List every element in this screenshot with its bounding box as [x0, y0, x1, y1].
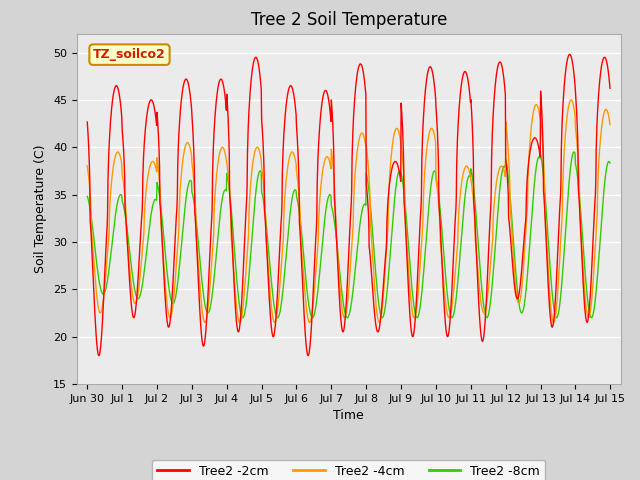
Text: TZ_soilco2: TZ_soilco2	[93, 48, 166, 61]
Tree2 -8cm	[258, 191, 266, 196]
Line: Tree2 -4cm: Tree2 -4cm	[87, 100, 610, 323]
Tree2 -4cm	[606, 121, 614, 127]
Y-axis label: Soil Temperature (C): Soil Temperature (C)	[35, 144, 47, 273]
Title: Tree 2 Soil Temperature: Tree 2 Soil Temperature	[251, 11, 447, 29]
Tree2 -2cm	[95, 353, 103, 359]
Tree2 -8cm	[344, 315, 351, 321]
Tree2 -2cm	[83, 119, 91, 125]
Tree2 -8cm	[187, 178, 195, 183]
Tree2 -8cm	[606, 160, 614, 166]
Line: Tree2 -2cm: Tree2 -2cm	[87, 54, 610, 356]
Tree2 -2cm	[259, 127, 266, 133]
Tree2 -4cm	[499, 164, 506, 169]
X-axis label: Time: Time	[333, 409, 364, 422]
Tree2 -8cm	[430, 168, 438, 174]
Tree2 -2cm	[545, 282, 552, 288]
Tree2 -2cm	[499, 64, 506, 70]
Tree2 -2cm	[606, 85, 614, 91]
Tree2 -8cm	[545, 238, 552, 243]
Tree2 -8cm	[83, 193, 91, 199]
Tree2 -4cm	[430, 130, 438, 135]
Tree2 -8cm	[570, 149, 578, 155]
Tree2 -8cm	[499, 169, 506, 175]
Tree2 -4cm	[83, 163, 91, 169]
Tree2 -2cm	[566, 51, 573, 57]
Tree2 -4cm	[187, 148, 195, 154]
Tree2 -2cm	[188, 101, 195, 107]
Tree2 -4cm	[545, 266, 552, 272]
Tree2 -4cm	[259, 169, 266, 175]
Tree2 -4cm	[200, 316, 207, 322]
Legend: Tree2 -2cm, Tree2 -4cm, Tree2 -8cm: Tree2 -2cm, Tree2 -4cm, Tree2 -8cm	[152, 460, 545, 480]
Line: Tree2 -8cm: Tree2 -8cm	[87, 152, 610, 318]
Tree2 -4cm	[201, 320, 209, 325]
Tree2 -4cm	[567, 97, 575, 103]
Tree2 -8cm	[200, 292, 207, 298]
Tree2 -2cm	[430, 77, 438, 83]
Tree2 -2cm	[200, 343, 208, 348]
